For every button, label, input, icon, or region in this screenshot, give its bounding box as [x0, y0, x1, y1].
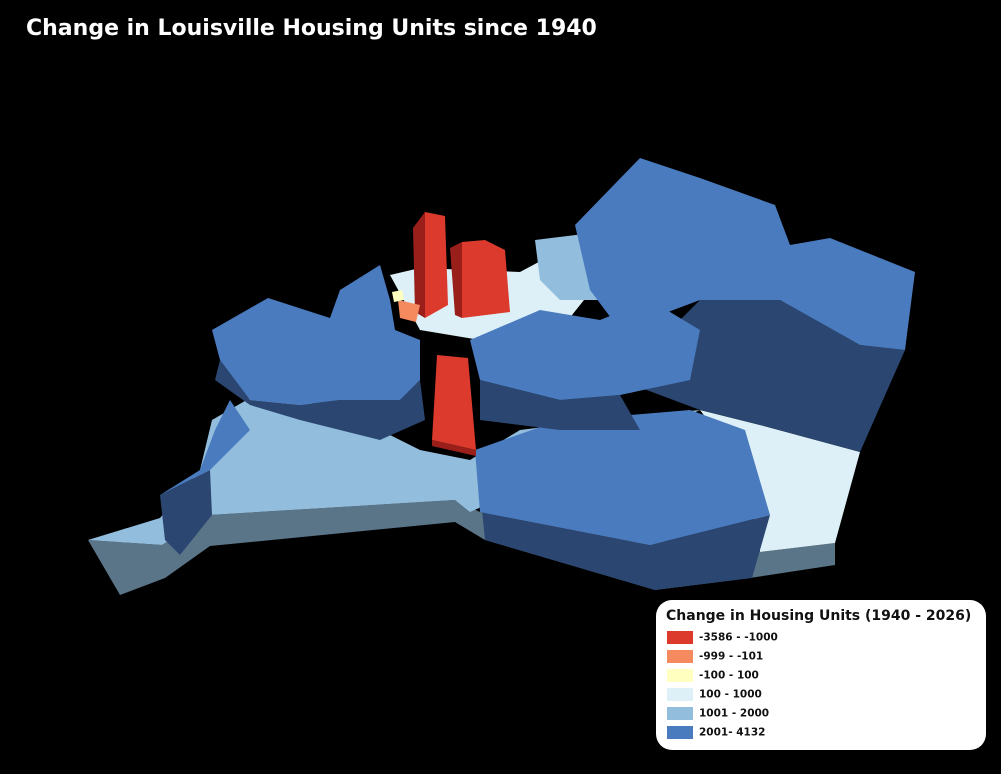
- legend-swatch: [667, 650, 693, 663]
- region-side: [478, 470, 770, 590]
- legend-swatch: [667, 707, 693, 720]
- region: [475, 410, 770, 545]
- legend-swatch: [667, 669, 693, 682]
- legend-item: -999 - -101: [667, 650, 763, 664]
- legend-swatch: [667, 688, 693, 701]
- legend-item: 1001 - 2000: [667, 707, 769, 721]
- legend-swatch: [667, 631, 693, 644]
- legend-label: 2001- 4132: [699, 726, 766, 739]
- region-side: [215, 360, 425, 440]
- legend-item: -3586 - -1000: [667, 631, 778, 645]
- region: [212, 265, 420, 405]
- tower: [392, 290, 404, 302]
- legend-item: 100 - 1000: [667, 688, 762, 702]
- region: [160, 400, 250, 495]
- legend-swatch: [667, 726, 693, 739]
- tower: [462, 240, 510, 318]
- tower: [432, 355, 476, 450]
- legend-item: 2001- 4132: [667, 726, 765, 740]
- legend-label: -3586 - -1000: [699, 631, 778, 644]
- tower: [398, 300, 420, 322]
- legend-item: -100 - 100: [667, 669, 759, 683]
- region-side: [160, 470, 212, 555]
- tower: [425, 212, 448, 318]
- legend-label: -100 - 100: [699, 669, 759, 682]
- legend-title: Change in Housing Units (1940 - 2026): [666, 608, 972, 624]
- legend: Change in Housing Units (1940 - 2026) -3…: [656, 600, 986, 750]
- tower-side: [432, 440, 476, 456]
- title: Change in Louisville Housing Units since…: [26, 16, 597, 41]
- legend-label: 1001 - 2000: [699, 707, 770, 720]
- legend-label: 100 - 1000: [699, 688, 762, 701]
- region: [470, 300, 700, 400]
- region-side: [480, 380, 640, 430]
- tower-side: [450, 242, 462, 318]
- tower-side: [413, 212, 425, 318]
- legend-label: -999 - -101: [699, 650, 764, 663]
- region: [575, 158, 915, 350]
